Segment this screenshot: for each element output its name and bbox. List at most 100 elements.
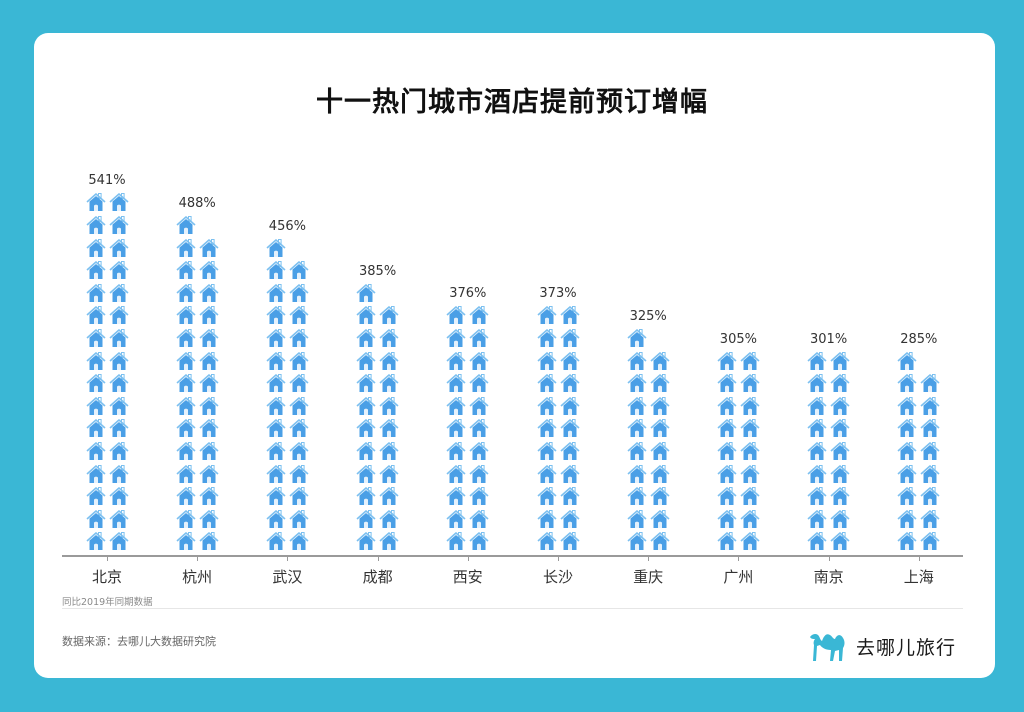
- house-icon: [830, 396, 850, 416]
- value-label: 488%: [178, 196, 216, 211]
- comparison-note: 同比2019年同期数据: [62, 597, 153, 608]
- camel-icon: [810, 633, 845, 661]
- house-icon: [559, 441, 580, 461]
- house-icon: [920, 418, 940, 438]
- house-icon: [356, 486, 376, 506]
- house-icon: [85, 486, 106, 506]
- house-icon: [289, 351, 309, 371]
- house-icon: [830, 531, 850, 551]
- house-icon: [650, 441, 670, 461]
- house-icon: [717, 486, 737, 506]
- house-icon: [469, 396, 489, 416]
- house-icon: [627, 531, 647, 551]
- house-icon: [266, 260, 286, 280]
- house-icon: [108, 418, 129, 438]
- house-icon: [289, 509, 309, 529]
- x-axis-line: [62, 555, 963, 557]
- house-icon: [717, 441, 737, 461]
- house-icon: [356, 351, 376, 371]
- house-icon: [356, 396, 376, 416]
- x-axis-label: 杭州: [182, 568, 213, 586]
- house-icon: [108, 351, 129, 371]
- house-icon: [807, 486, 827, 506]
- x-axis-tick: [107, 557, 108, 561]
- house-icon: [176, 486, 196, 506]
- house-icon: [85, 192, 106, 212]
- x-axis-label: 重庆: [633, 568, 664, 586]
- house-icon: [199, 464, 219, 484]
- house-icon: [176, 351, 196, 371]
- house-icon: [379, 418, 399, 438]
- house-icon: [379, 464, 399, 484]
- house-icon: [740, 441, 760, 461]
- house-icon: [85, 418, 106, 438]
- house-icon: [469, 464, 489, 484]
- house-icon: [266, 396, 286, 416]
- house-icon: [176, 215, 196, 235]
- house-icon: [650, 351, 670, 371]
- house-icon: [469, 441, 489, 461]
- house-icon: [536, 531, 557, 551]
- house-icon: [446, 531, 466, 551]
- house-icon: [807, 373, 827, 393]
- house-icon: [199, 373, 219, 393]
- house-icon: [740, 464, 760, 484]
- house-icon: [356, 328, 376, 348]
- house-icon: [897, 373, 917, 393]
- house-icon: [740, 351, 760, 371]
- house-icon: [85, 509, 106, 529]
- x-axis-label: 武汉: [272, 568, 303, 586]
- house-icon: [446, 373, 466, 393]
- house-icon: [559, 396, 580, 416]
- house-icon: [627, 328, 647, 348]
- house-icon: [266, 418, 286, 438]
- house-icon: [289, 441, 309, 461]
- house-icon: [807, 418, 827, 438]
- house-icon: [830, 351, 850, 371]
- house-icon: [469, 328, 489, 348]
- house-icon: [356, 418, 376, 438]
- house-icon: [807, 396, 827, 416]
- footer-divider: [62, 608, 963, 609]
- house-icon: [446, 305, 466, 325]
- house-icon: [717, 464, 737, 484]
- value-label: 456%: [268, 218, 306, 234]
- house-icon: [627, 486, 647, 506]
- house-icon: [289, 328, 309, 348]
- house-icon: [199, 531, 219, 551]
- house-icon: [85, 215, 106, 235]
- house-icon: [266, 441, 286, 461]
- house-icon: [807, 531, 827, 551]
- house-icon: [108, 215, 129, 235]
- house-icon: [650, 396, 670, 416]
- house-icon: [536, 328, 557, 348]
- x-axis-tick: [828, 557, 830, 561]
- house-icon: [717, 351, 737, 371]
- house-icon: [920, 486, 940, 506]
- house-icon: [266, 509, 286, 529]
- house-icon: [807, 464, 827, 484]
- house-icon: [176, 464, 196, 484]
- house-icon: [446, 328, 466, 348]
- house-icon: [108, 283, 129, 303]
- house-icon: [199, 238, 219, 258]
- house-icon: [199, 305, 219, 325]
- house-icon: [830, 509, 850, 529]
- house-icon: [176, 509, 196, 529]
- house-icon: [536, 464, 557, 484]
- x-axis-label: 北京: [91, 568, 122, 586]
- house-icon: [920, 396, 940, 416]
- house-icon: [379, 509, 399, 529]
- house-icon: [289, 464, 309, 484]
- house-icon: [469, 351, 489, 371]
- house-icon: [199, 260, 219, 280]
- house-icon: [897, 531, 917, 551]
- house-icon: [830, 418, 850, 438]
- house-icon: [830, 486, 850, 506]
- brand-name: 去哪儿旅行: [856, 636, 957, 659]
- house-icon: [536, 396, 557, 416]
- house-icon: [469, 373, 489, 393]
- house-icon: [108, 238, 129, 258]
- house-icon: [740, 509, 760, 529]
